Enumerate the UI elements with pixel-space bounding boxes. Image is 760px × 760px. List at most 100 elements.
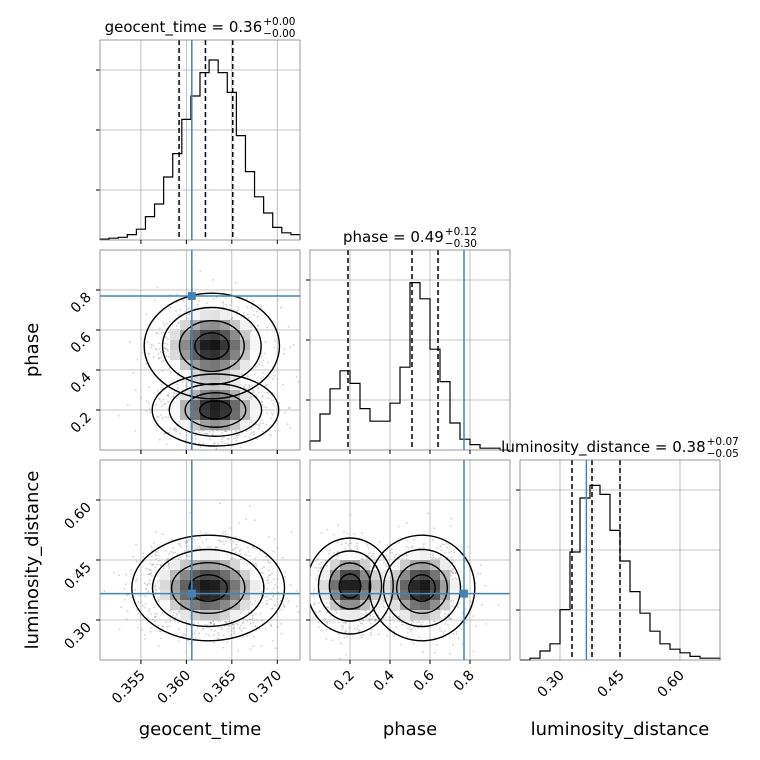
sample-point [341, 628, 344, 630]
sample-point [361, 618, 364, 621]
sample-point [412, 642, 415, 645]
sample-point [168, 625, 171, 628]
sample-point [313, 603, 315, 606]
sample-point [155, 531, 157, 534]
sample-point [155, 554, 157, 557]
sample-point [253, 314, 255, 316]
sample-point [158, 438, 161, 441]
sample-point [266, 326, 268, 329]
density-cell [250, 590, 261, 601]
sample-point [164, 416, 167, 418]
sample-point [317, 626, 320, 628]
sample-point [274, 339, 277, 342]
sample-point [164, 402, 167, 405]
sample-point [124, 583, 127, 585]
sample-point [160, 637, 162, 640]
sample-point [156, 563, 159, 566]
sample-point [249, 505, 251, 507]
contour-line [168, 383, 263, 437]
density-cell [190, 400, 201, 411]
sample-point [356, 624, 359, 627]
sample-point [229, 625, 231, 628]
sample-point [149, 410, 152, 413]
sample-point [458, 603, 460, 605]
sample-point [287, 407, 290, 409]
sample-point [307, 603, 309, 605]
sample-point [444, 622, 447, 625]
sample-point [185, 651, 188, 654]
sample-point [231, 316, 234, 319]
sample-point [484, 584, 486, 587]
sample-point [410, 620, 413, 622]
density-cell [230, 400, 241, 411]
sample-point [214, 547, 217, 550]
sample-point [448, 616, 451, 618]
sample-point [145, 588, 148, 591]
sample-point [172, 429, 175, 431]
sample-point [147, 352, 150, 355]
sample-point [176, 553, 179, 556]
sample-point [237, 649, 239, 652]
sample-point [158, 398, 161, 401]
density-cell [240, 320, 251, 331]
sample-point [244, 627, 247, 629]
sample-point [151, 618, 154, 621]
sample-point [171, 323, 174, 326]
sample-point [134, 430, 137, 432]
sample-point [444, 615, 447, 618]
sample-point [328, 553, 330, 555]
sample-point [345, 654, 347, 656]
sample-point [210, 621, 212, 623]
sample-point [163, 324, 166, 326]
sample-point [328, 620, 331, 623]
sample-point [245, 554, 248, 557]
sample-point [217, 620, 220, 623]
sample-point [184, 634, 187, 637]
sample-point [261, 401, 263, 404]
sample-point [148, 579, 151, 582]
sample-point [308, 574, 310, 576]
sample-point [246, 313, 249, 316]
sample-point [178, 543, 181, 546]
density-cell [230, 410, 241, 421]
density-cell [200, 330, 211, 341]
sample-point [176, 614, 179, 617]
sample-point [147, 617, 150, 619]
sample-point [274, 647, 277, 650]
sample-point [365, 611, 368, 614]
sample-point [386, 565, 388, 568]
sample-point [270, 598, 273, 601]
sample-point [175, 613, 178, 615]
sample-point [418, 620, 420, 623]
sample-point [262, 430, 264, 433]
sample-point [261, 364, 264, 367]
sample-point [256, 438, 258, 440]
sample-point [407, 627, 410, 630]
sample-point [162, 359, 165, 362]
sample-point [117, 414, 120, 417]
sample-point [211, 433, 214, 435]
sample-point [217, 442, 219, 445]
density-cell [210, 420, 221, 431]
sample-point [187, 380, 190, 383]
sample-point [313, 588, 316, 591]
title-minus-error: −0.05 [707, 448, 739, 460]
sample-point [345, 630, 348, 633]
sample-point [147, 573, 149, 576]
sample-point [150, 613, 152, 615]
sample-point [342, 621, 345, 624]
density-cell [200, 590, 211, 601]
sample-point [443, 551, 446, 554]
sample-point [365, 616, 368, 619]
sample-point [207, 546, 210, 548]
sample-point [155, 332, 158, 334]
sample-point [315, 578, 318, 581]
sample-point [283, 348, 286, 350]
sample-point [374, 620, 376, 622]
sample-point [263, 566, 265, 569]
sample-point [210, 628, 213, 631]
sample-point [186, 540, 189, 542]
sample-point [175, 429, 177, 432]
sample-point [103, 590, 106, 592]
sample-point [167, 557, 170, 560]
